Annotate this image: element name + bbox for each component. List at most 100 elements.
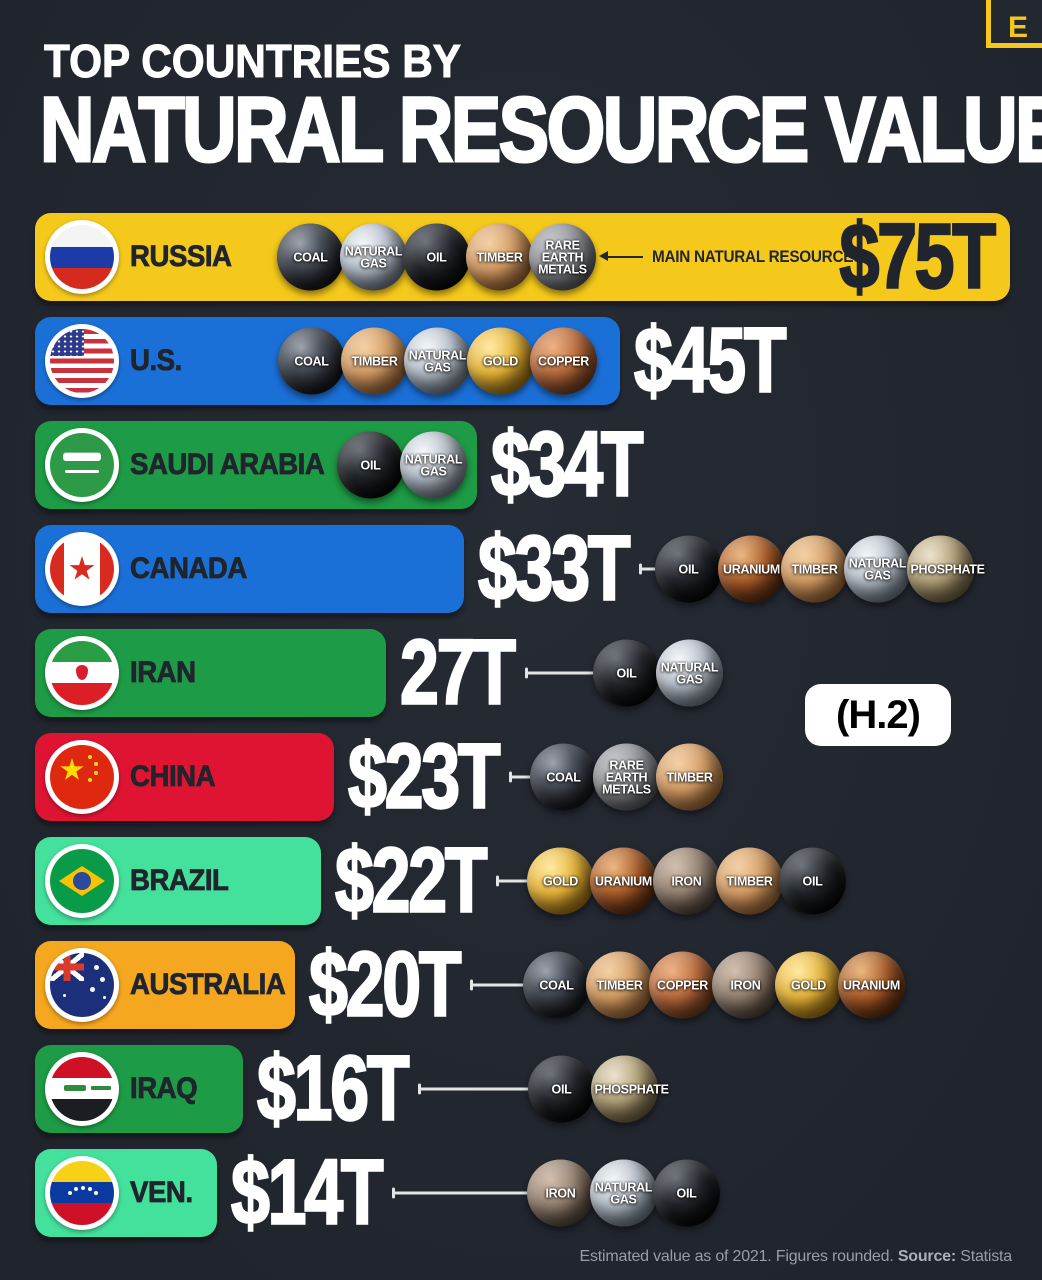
flag-image [50,641,114,705]
resource-sphere-copper-icon: COPPER [649,951,716,1019]
resource-label: COPPER [657,978,708,992]
resource-label: NATURAL GAS [404,452,463,478]
figure-reference-badge: (H.2) [805,684,951,746]
resource-sphere-timber-icon: TIMBER [466,223,533,291]
resource-spheres: COAL NATURAL GAS OIL TIMBER RARE EARTH METAL… [277,223,596,291]
bar-row: CHINA $23T COAL RARE EARTH METALS TIMBER [35,729,1025,824]
resource-sphere-oil-icon: OIL [655,535,722,603]
bar-row: BRAZIL $22T GOLD URANIUM IRON TIMBER OIL [35,833,1025,928]
connector-line [418,1083,538,1095]
resource-spheres: OIL PHOSPHATE [528,1055,669,1123]
resource-label: OIL [551,1082,572,1096]
resource-label: OIL [802,874,823,888]
resource-sphere-gold-icon: GOLD [775,951,842,1019]
flag-image [50,1057,114,1121]
resource-sphere-rare-earth-icon: RARE EARTH METALS [529,223,596,291]
value-label: $14T [230,1141,384,1244]
resource-label: URANIUM [843,978,900,992]
resource-label: GOLD [483,354,518,368]
resource-label: COAL [294,354,329,368]
resource-label: OIL [426,250,447,264]
resource-sphere-copper-icon: COPPER [530,327,597,395]
bar-row: AUSTRALIA $20T COAL TIMBER COPPER IRON GOLD U… [35,937,1025,1032]
bar-row: IRAQ $16T OIL PHOSPHATE [35,1041,1025,1136]
footer-note: Estimated value as of 2021. Figures roun… [579,1248,894,1265]
country-label: AUSTRALIA [130,968,287,1002]
resource-sphere-gold-icon: GOLD [527,847,594,915]
country-label: U.S. [130,344,183,378]
country-flag-icon [45,324,119,398]
resource-sphere-coal-icon: COAL [278,327,345,395]
connector-line [509,771,540,783]
resource-sphere-natural-gas-icon: NATURAL GAS [590,1159,657,1227]
value-label: 27T [399,621,517,724]
resource-sphere-oil-icon: OIL [779,847,846,915]
country-label: RUSSIA [130,240,233,274]
publisher-logo: E [986,0,1042,48]
country-bar: IRAN [35,629,386,717]
resource-sphere-natural-gas-icon: NATURAL GAS [404,327,471,395]
resource-sphere-uranium-icon: URANIUM [718,535,785,603]
resource-label: TIMBER [791,562,838,576]
resource-label: PHOSPHATE [594,1082,669,1096]
bar-row: RUSSIA MAIN NATURAL RESOURCES $75T COAL N… [35,209,1025,304]
country-bar: VEN. [35,1149,217,1237]
country-flag-icon [45,220,119,294]
resource-spheres: OIL NATURAL GAS [593,639,723,707]
annotation-text: MAIN NATURAL RESOURCES [652,247,864,266]
resource-sphere-oil-icon: OIL [528,1055,595,1123]
resource-sphere-natural-gas-icon: NATURAL GAS [656,639,723,707]
country-flag-icon [45,844,119,918]
country-label: CHINA [130,760,216,794]
chart-rows: RUSSIA MAIN NATURAL RESOURCES $75T COAL N… [35,209,1025,1253]
resource-sphere-gold-icon: GOLD [467,327,534,395]
resource-label: RARE EARTH METALS [602,758,651,796]
resource-label: OIL [616,666,637,680]
flag-image [50,745,114,809]
resource-label: NATURAL GAS [344,244,403,270]
connector-line [639,563,665,575]
resource-label: COAL [546,770,581,784]
resource-sphere-phosphate-icon: PHOSPHATE [591,1055,669,1123]
resource-label: IRON [545,1186,576,1200]
flag-image [50,849,114,913]
resource-sphere-timber-icon: TIMBER [341,327,408,395]
bar-row: CANADA $33T OIL URANIUM TIMBER NATURAL GAS P… [35,521,1025,616]
country-label: SAUDI ARABIA [130,448,326,482]
source-note: Estimated value as of 2021. Figures roun… [580,1248,1013,1266]
resource-label: OIL [360,458,381,472]
connector-line [524,667,603,679]
resource-label: COPPER [538,354,589,368]
resource-label: COAL [293,250,328,264]
value-label: $34T [490,413,644,516]
flag-image [50,953,114,1017]
resource-sphere-rare-earth-icon: RARE EARTH METALS [593,743,660,811]
resource-sphere-oil-icon: OIL [403,223,470,291]
connector-line [470,979,533,991]
resource-spheres: COAL TIMBER COPPER IRON GOLD URANIUM [523,951,905,1019]
connector-line [392,1187,537,1199]
resource-spheres: GOLD URANIUM IRON TIMBER OIL [527,847,846,915]
source-label: Source: [897,1248,956,1265]
flag-image [50,329,114,393]
resource-spheres: COAL RARE EARTH METALS TIMBER [530,743,723,811]
country-flag-icon [45,532,119,606]
resource-label: NATURAL GAS [594,1180,653,1206]
left-arrow-icon [599,252,643,261]
country-flag-icon [45,1156,119,1230]
country-label: IRAQ [130,1072,198,1106]
resource-label: TIMBER [726,874,773,888]
resource-sphere-natural-gas-icon: NATURAL GAS [844,535,911,603]
bar-row: IRAN 27T OIL NATURAL GAS [35,621,1025,724]
resource-sphere-iron-icon: IRON [527,1159,594,1227]
country-bar: SAUDI ARABIA [35,421,477,509]
resource-sphere-iron-icon: IRON [653,847,720,915]
bar-row: VEN. $14T IRON NATURAL GAS OIL [35,1141,1025,1244]
country-label: VEN. [130,1176,194,1210]
resource-sphere-timber-icon: TIMBER [716,847,783,915]
chart-kicker: TOP COUNTRIES BY [44,35,462,88]
chart-title: NATURAL RESOURCE VALUE [39,79,1042,181]
flag-image [50,537,114,601]
resource-label: TIMBER [351,354,398,368]
